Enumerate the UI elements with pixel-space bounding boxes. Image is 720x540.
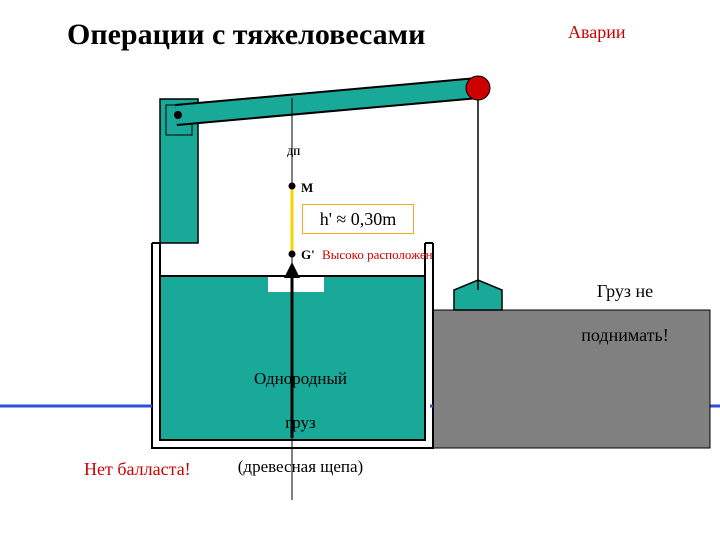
no-ballast-note: Нет балласта! <box>84 459 191 480</box>
subtitle-accidents: Аварии <box>568 22 626 43</box>
no-lift-line-2: поднимать! <box>581 325 668 345</box>
diagram-stage: Операции с тяжеловесами Аварии ДП M h' ≈… <box>0 0 720 540</box>
centerline-label: ДП <box>287 147 300 157</box>
point-m <box>289 183 296 190</box>
point-m-label: M <box>301 180 313 196</box>
cargo-line-3: (древесная щепа) <box>238 457 363 476</box>
point-g <box>289 251 296 258</box>
cargo-line-1: Однородный <box>254 369 347 388</box>
title: Операции с тяжеловесами <box>67 18 425 52</box>
point-g-note: Высоко расположен <box>322 247 433 263</box>
cargo-label: Однородный груз (древесная щепа) <box>172 346 412 500</box>
point-g-label: G' <box>301 247 315 263</box>
formula-text: h' ≈ 0,30m <box>320 209 397 230</box>
no-lift-note: Груз не поднимать! <box>546 258 686 368</box>
cargo-line-2: груз <box>285 413 315 432</box>
crane-pulley <box>466 76 490 100</box>
ship-hatch-notch <box>268 276 324 292</box>
formula-box: h' ≈ 0,30m <box>302 204 414 234</box>
no-lift-line-1: Груз не <box>597 281 653 301</box>
crane-pivot <box>174 111 182 119</box>
